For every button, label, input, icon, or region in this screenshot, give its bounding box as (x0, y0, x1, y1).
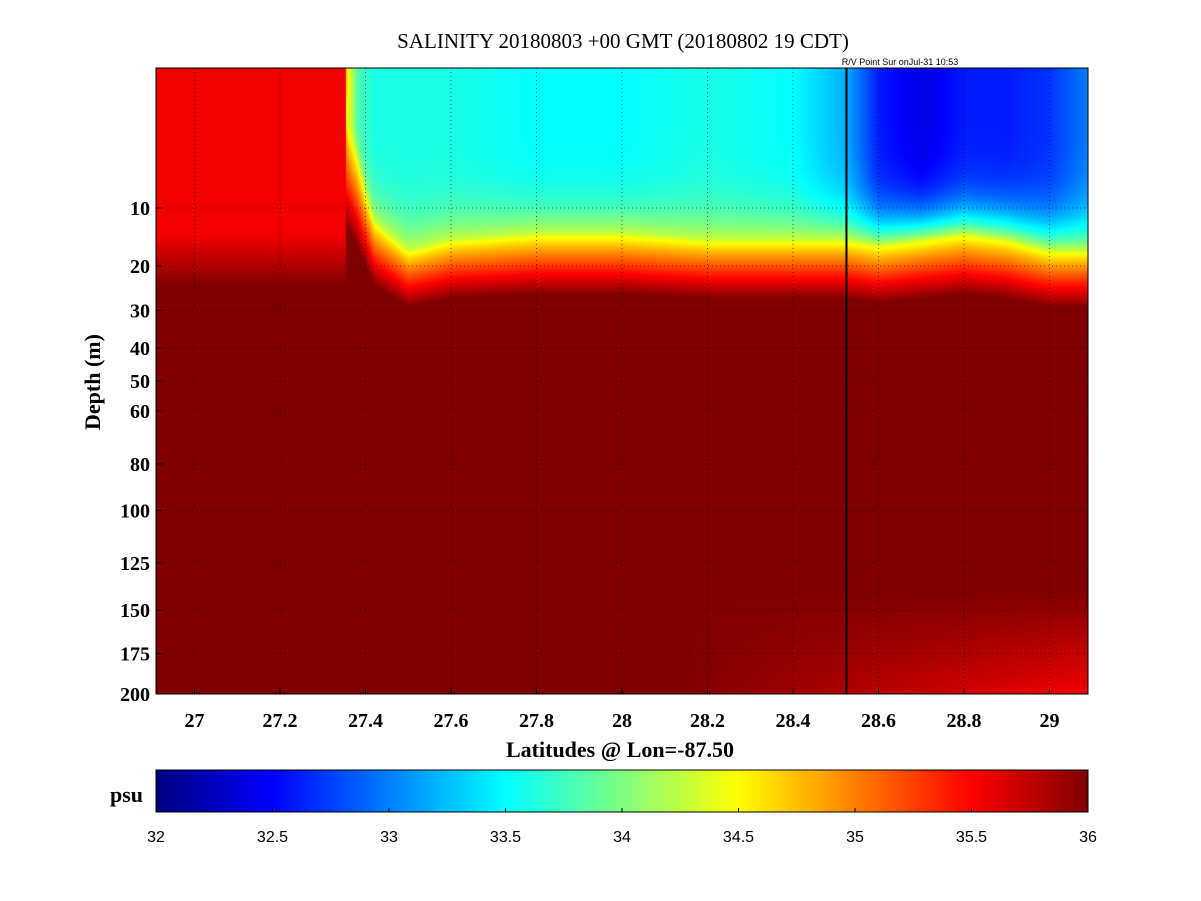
x-tick-label: 28 (612, 710, 632, 732)
x-tick-label: 28.6 (861, 710, 896, 732)
colorbar-tick-label: 34 (613, 829, 631, 846)
x-tick-label: 27.2 (262, 710, 297, 732)
y-tick-label: 80 (130, 454, 150, 476)
colorbar-tick-label: 32 (147, 829, 165, 846)
x-axis-ticks: 27 27.2 27.4 27.6 27.8 28 28.2 28.4 28.6 28.8 29 (184, 688, 1060, 732)
x-tick-label: 28.8 (947, 710, 982, 732)
y-tick-label: 175 (120, 644, 150, 666)
colorbar-ticks: 32 32.5 33 33.5 34 34.5 35 35.5 36 (147, 808, 1097, 846)
y-tick-label: 30 (130, 300, 150, 322)
y-tick-label: 125 (120, 553, 150, 575)
colorbar: psu 32 32.5 33 33.5 34 34.5 35 35.5 36 (110, 769, 1097, 846)
plot-area (155, 67, 1089, 695)
y-tick-label: 10 (130, 198, 150, 220)
x-tick-label: 29 (1040, 710, 1060, 732)
colorbar-tick-label: 34.5 (723, 829, 754, 846)
y-tick-label: 60 (130, 401, 150, 423)
y-tick-label: 20 (130, 256, 150, 278)
x-tick-label: 28.4 (776, 710, 811, 732)
colorbar-tick-label: 35.5 (956, 829, 987, 846)
y-tick-label: 40 (130, 338, 150, 360)
x-tick-label: 27 (184, 710, 204, 732)
y-axis-label: Depth (m) (80, 334, 105, 430)
x-axis-label: Latitudes @ Lon=-87.50 (506, 737, 734, 762)
x-tick-label: 27.6 (433, 710, 468, 732)
y-axis-ticks: 10 20 30 40 50 60 80 100 125 150 175 200 (120, 198, 162, 706)
chart-title: SALINITY 20180803 +00 GMT (20180802 19 C… (397, 29, 849, 53)
colorbar-label: psu (110, 782, 143, 807)
colorbar-tick-label: 33.5 (490, 829, 521, 846)
colorbar-tick-label: 36 (1079, 829, 1097, 846)
x-tick-label: 27.4 (348, 710, 383, 732)
colorbar-tick-label: 32.5 (257, 829, 288, 846)
colorbar-tick-label: 33 (380, 829, 398, 846)
x-tick-label: 27.8 (519, 710, 554, 732)
colorbar-tick-label: 35 (846, 829, 864, 846)
grid-lines (156, 68, 1088, 695)
y-tick-label: 50 (130, 371, 150, 393)
y-tick-label: 150 (120, 600, 150, 622)
y-tick-label: 100 (120, 501, 150, 523)
y-tick-label: 200 (120, 684, 150, 706)
vessel-annotation: R/V Point Sur onJul-31 10:53 (842, 57, 959, 67)
x-tick-label: 28.2 (690, 710, 725, 732)
colorbar-gradient (156, 770, 1088, 812)
